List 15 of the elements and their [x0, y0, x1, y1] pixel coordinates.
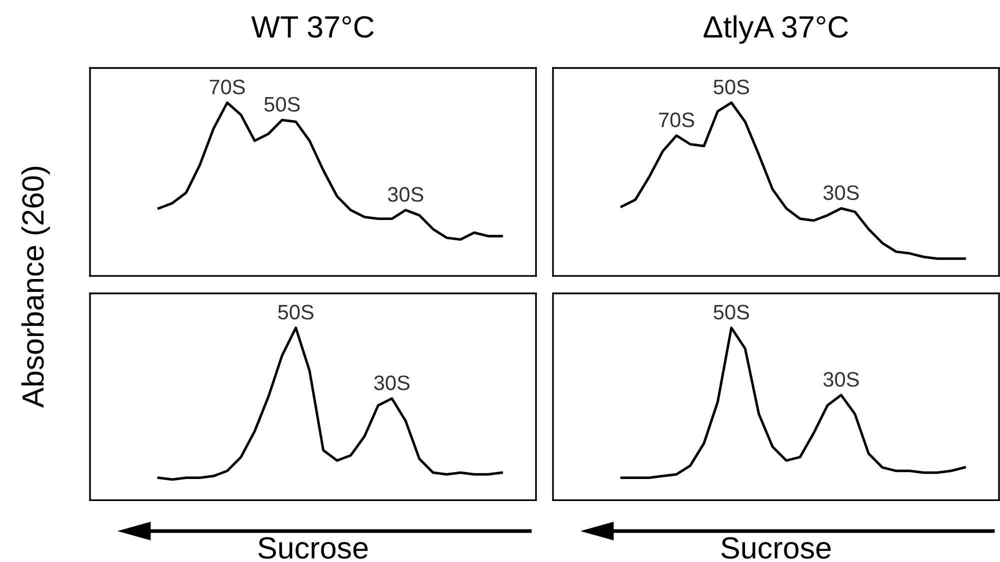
- annotation: 30S: [388, 187, 424, 202]
- annotation: 30S: [823, 185, 859, 200]
- y-axis-title: Absorbance (260): [21, 166, 50, 408]
- text: 70S: [210, 80, 245, 94]
- annotation: 50S: [264, 96, 300, 112]
- annotation: 30S: [823, 372, 859, 387]
- annotation: 30S: [374, 375, 410, 390]
- chart-title: WT 37°C: [251, 16, 374, 38]
- text: 50S: [714, 304, 749, 320]
- annotation: 70S: [659, 112, 694, 128]
- x-axis-title: Sucrose: [258, 537, 368, 559]
- chart-title: ΔtlyA 37°C: [704, 15, 848, 44]
- text: 50S: [714, 80, 749, 94]
- x-axis-title: Sucrose: [721, 537, 831, 559]
- text: 50S: [278, 304, 314, 320]
